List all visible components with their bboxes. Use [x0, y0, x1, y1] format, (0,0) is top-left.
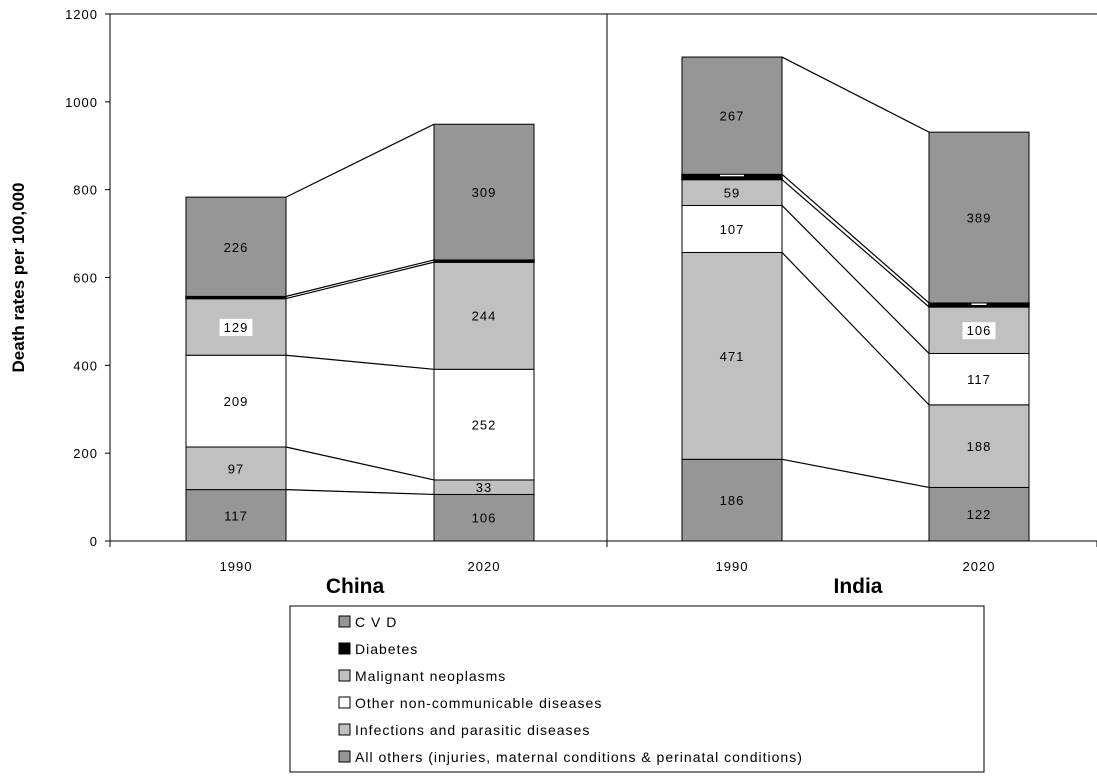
legend-swatch [338, 642, 351, 655]
bar-segment-all [681, 56, 783, 175]
bar-segment-c [185, 489, 287, 542]
group-label-india: India [833, 575, 882, 598]
data-label: 33 [476, 480, 492, 495]
legend-box [289, 605, 985, 773]
data-label: 106 [967, 323, 992, 338]
legend-swatch [338, 696, 351, 709]
series-connector-line [781, 56, 930, 133]
bar-segment-c [433, 493, 535, 542]
data-label: 209 [224, 394, 249, 409]
series-connector-line [285, 123, 435, 198]
bar-segment-infections [681, 251, 783, 460]
y-tick-label: 600 [73, 271, 98, 286]
data-label: 107 [720, 222, 745, 237]
series-connector-line [781, 205, 930, 354]
data-label: 244 [472, 309, 497, 324]
legend-swatch [338, 615, 351, 628]
legend-swatch [338, 723, 351, 736]
legend-entry-label: C V D [355, 614, 397, 630]
bar-segment-malignant [928, 306, 1030, 354]
plot-area: 0 200 400 600 800 1000 1200 Death rates per 100… [9, 7, 1097, 598]
data-label: 389 [967, 211, 992, 226]
bar-segment-malignant [681, 179, 783, 206]
series-connector-line [781, 252, 930, 406]
data-label: 117 [224, 508, 248, 523]
data-label: 186 [720, 493, 745, 508]
bar-segment-other [433, 368, 535, 481]
y-axis-title: Death rates per 100,000 [9, 183, 28, 373]
data-label: 117 [967, 372, 991, 387]
group-label-china: China [326, 575, 385, 598]
series-connector-line [781, 458, 930, 489]
y-tick-label: 1200 [65, 7, 98, 22]
bar-segment-other [928, 352, 1030, 406]
y-tick-label: 400 [73, 358, 98, 373]
data-label: 59 [724, 186, 740, 201]
x-category-label: 2020 [963, 559, 996, 574]
bar-segment-other [681, 204, 783, 253]
series-connector-line [285, 446, 435, 481]
data-label: 106 [472, 511, 497, 526]
x-category-label: 1990 [220, 559, 253, 574]
series-connector-line [285, 354, 435, 370]
bar-segment-c [928, 486, 1030, 542]
bar-segment-infections [928, 404, 1030, 488]
bar-segment-other [185, 354, 287, 448]
bar-segment-malignant [433, 261, 535, 370]
data-label: 188 [967, 439, 992, 454]
x-category-label: 1990 [716, 559, 749, 574]
series-connector-line [285, 259, 435, 297]
legend-entry-label: Diabetes [355, 641, 418, 657]
series-connector-line [781, 173, 930, 304]
data-label: 226 [224, 240, 249, 255]
bar-segment-c [681, 458, 783, 542]
bar-segment-all [433, 123, 535, 261]
data-label: 309 [472, 185, 497, 200]
data-label: 129 [224, 320, 249, 335]
y-tick-label: 1000 [65, 95, 98, 110]
data-label: 471 [720, 349, 745, 364]
y-tick-label: 0 [90, 534, 98, 549]
data-label-bg [962, 322, 996, 340]
legend-entry-label: Infections and parasitic diseases [355, 722, 590, 738]
series-connector-line [285, 261, 435, 300]
legend-entry-label: Malignant neoplasms [355, 668, 506, 684]
bar-segment-all [185, 196, 287, 297]
series-connector-line [781, 179, 930, 308]
x-category-label: 2020 [468, 559, 501, 574]
data-label: 122 [967, 507, 992, 522]
bar-segment-all [928, 131, 1030, 304]
legend-swatch [338, 669, 351, 682]
y-tick-label: 200 [73, 446, 98, 461]
legend-swatch [338, 750, 351, 763]
bar-segment-infections [185, 446, 287, 491]
data-label: 267 [720, 109, 745, 124]
legend-entry-label: Other non-communicable diseases [355, 695, 602, 711]
series-connector-line [285, 489, 435, 496]
data-label-bg [219, 318, 253, 336]
y-tick-label: 800 [73, 183, 98, 198]
data-label: 97 [228, 461, 244, 476]
legend: C V D Diabetes Malignant neoplasms Other no… [289, 605, 985, 773]
data-label: 252 [472, 418, 497, 433]
legend-entry-label: All others (injuries, maternal condition… [355, 749, 803, 765]
